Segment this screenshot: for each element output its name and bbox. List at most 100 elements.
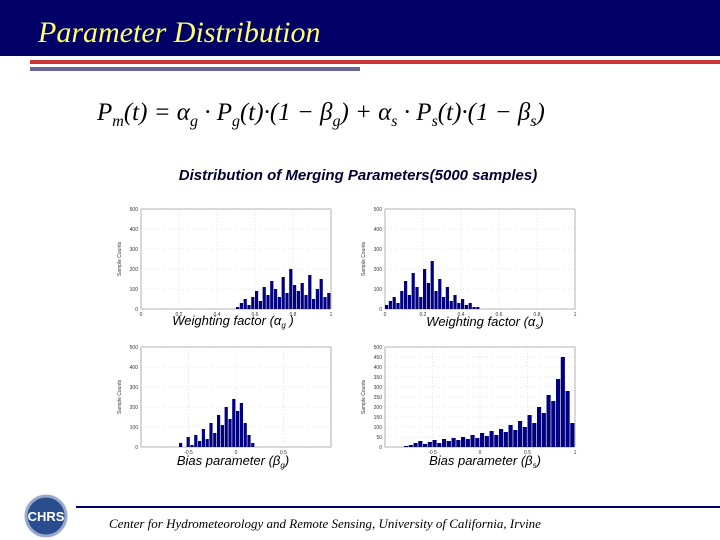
caption-subscript: g xyxy=(281,321,286,330)
bar xyxy=(213,433,217,447)
bar xyxy=(438,279,442,309)
y-tick-label: 100 xyxy=(130,425,139,431)
y-tick-label: 450 xyxy=(374,355,383,361)
bar xyxy=(220,425,224,447)
bar xyxy=(475,438,480,447)
bar xyxy=(461,299,465,309)
equation-part: · P xyxy=(198,99,232,126)
bar xyxy=(464,305,468,309)
y-tick-label: 200 xyxy=(374,405,383,411)
logo-text: CHRS xyxy=(28,509,65,524)
bar xyxy=(258,301,262,309)
bar xyxy=(430,261,434,309)
bar xyxy=(400,291,404,309)
x-tick-label: 0.4 xyxy=(214,312,221,318)
bar xyxy=(209,423,213,447)
y-tick-label: 50 xyxy=(376,435,382,441)
bar xyxy=(442,297,446,309)
caption-part: Bias parameter (β xyxy=(429,453,533,468)
bar xyxy=(327,293,331,309)
x-tick-label: 0.5 xyxy=(280,450,287,456)
y-tick-label: 150 xyxy=(374,415,383,421)
bar xyxy=(251,297,255,309)
bar xyxy=(446,441,451,447)
x-tick-label: 0.2 xyxy=(176,312,183,318)
bar xyxy=(201,429,205,447)
equation-subscript: g xyxy=(190,113,198,130)
x-tick-label: -0.5 xyxy=(184,450,193,456)
caption-subscript: s xyxy=(535,322,539,331)
histogram: 0 50 100 150 200 250 300 350 400 450 500 -0.5 0 0.5 1 S… xyxy=(361,345,577,470)
x-tick-label: 0.6 xyxy=(496,312,503,318)
footer: Center for Hydrometeorology and Remote S… xyxy=(109,516,541,531)
equation-part: (t)·(1 − β xyxy=(438,99,531,126)
bar xyxy=(296,291,300,309)
y-tick-label: 100 xyxy=(374,425,383,431)
bar xyxy=(480,433,485,447)
bar xyxy=(461,437,466,447)
bar xyxy=(236,307,240,309)
bar xyxy=(432,440,437,447)
equation-subscript: g xyxy=(232,113,240,130)
bar xyxy=(266,295,270,309)
bar xyxy=(247,305,251,309)
y-tick-label: 0 xyxy=(135,445,138,451)
bar xyxy=(239,303,243,309)
bar xyxy=(385,305,389,309)
bar xyxy=(541,413,546,447)
bar xyxy=(445,287,449,309)
equation-subscript: m xyxy=(112,113,124,130)
y-tick-label: 0 xyxy=(379,307,382,313)
bar xyxy=(243,423,247,447)
bar xyxy=(323,297,327,309)
y-tick-label: 200 xyxy=(130,267,139,273)
bar xyxy=(293,285,297,309)
equation-subscript: g xyxy=(332,113,340,130)
bar xyxy=(236,411,240,447)
y-axis-label: Sample Counts xyxy=(117,241,123,276)
bar xyxy=(277,297,281,309)
y-axis-label: Sample Counts xyxy=(361,379,367,414)
bar xyxy=(434,291,438,309)
bar xyxy=(451,438,456,447)
bar xyxy=(470,435,475,447)
bar xyxy=(179,443,183,447)
equation-part: ) + α xyxy=(338,99,392,126)
y-tick-label: 400 xyxy=(374,227,383,233)
bar xyxy=(232,399,236,447)
y-tick-label: 100 xyxy=(130,287,139,293)
equation-part: (t)·(1 − β xyxy=(240,99,333,126)
bar xyxy=(270,281,274,309)
equation-subscript: s xyxy=(530,113,536,130)
y-tick-label: 500 xyxy=(130,207,139,213)
histogram: 0 100 200 300 400 500 0 0.2 0.4 0.6 0.8 1 Sample Cou… xyxy=(361,207,577,331)
logo: CHRS xyxy=(24,494,68,538)
y-tick-label: 400 xyxy=(130,365,139,371)
bar xyxy=(300,283,304,309)
bar xyxy=(419,297,423,309)
y-tick-label: 200 xyxy=(374,267,383,273)
y-tick-label: 0 xyxy=(135,307,138,313)
bar xyxy=(319,279,323,309)
y-tick-label: 300 xyxy=(130,247,139,253)
footer-rule xyxy=(76,506,720,508)
bar xyxy=(565,391,570,447)
bar xyxy=(262,287,266,309)
bar xyxy=(518,421,523,447)
bar xyxy=(508,425,513,447)
bar xyxy=(407,295,411,309)
bar xyxy=(308,275,312,309)
y-tick-label: 0 xyxy=(379,445,382,451)
caption-part: ) xyxy=(286,313,294,328)
equation-part: · P xyxy=(398,99,432,126)
bar xyxy=(556,379,561,447)
y-axis-label: Sample Counts xyxy=(361,241,367,276)
caption-part: ) xyxy=(537,314,543,329)
x-tick-label: 0 xyxy=(140,312,143,318)
bar xyxy=(522,427,527,447)
bar xyxy=(494,435,499,447)
bar xyxy=(285,293,289,309)
y-tick-label: 500 xyxy=(374,207,383,213)
